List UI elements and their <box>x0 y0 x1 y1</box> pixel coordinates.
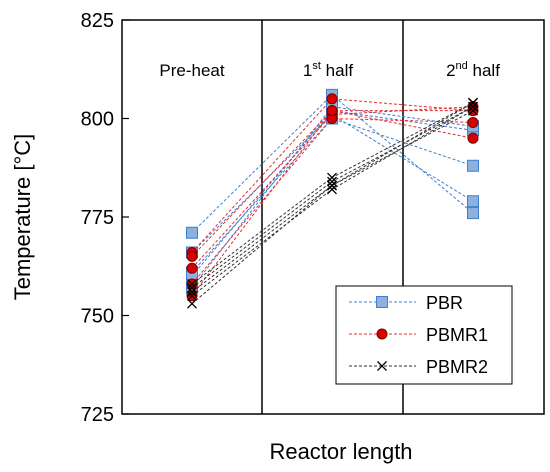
series-pbr-run-4 <box>191 110 474 277</box>
legend: PBR PBMR1 PBMR2 <box>335 285 513 385</box>
section-label-1: Pre-heat <box>159 61 224 80</box>
data-point-pbr-1-3 <box>467 207 479 220</box>
data-point-pbmr1-2-3 <box>467 132 479 144</box>
section-labels: Pre-heat 1st half 2nd half <box>159 60 500 80</box>
data-point-pbmr2-5-3 <box>468 97 478 108</box>
data-point-pbmr2-1-2-b <box>327 172 337 183</box>
data-point-pbmr1-1-2 <box>326 93 338 105</box>
data-point-pbmr2-2-1-b <box>187 282 197 293</box>
series-pbmr2-run-4 <box>191 106 474 297</box>
legend-box <box>335 285 513 385</box>
data-point-pbmr2-5-1 <box>187 298 197 309</box>
data-point-pbmr2-3-1-b <box>187 286 197 297</box>
series-pbmr1-run-4 <box>191 117 474 285</box>
y-tick-label-800: 800 <box>81 109 114 131</box>
series-pbmr2 <box>187 97 478 309</box>
legend-marker-pbr <box>376 296 388 308</box>
data-point-pbmr2-1-1 <box>187 279 197 289</box>
y-axis: 725 750 775 800 825 <box>81 10 129 426</box>
data-point-pbmr2-5-2-b <box>327 180 337 191</box>
data-point-pbmr2-2-2-b <box>327 176 337 187</box>
legend-item-pbmr2: PBMR2 <box>349 357 488 377</box>
data-point-pbmr2-3-1 <box>187 286 197 297</box>
y-tick-label-725: 725 <box>81 404 114 426</box>
series-pbmr2-run-5 <box>191 102 474 305</box>
data-point-pbmr2-4-1-b <box>187 290 197 301</box>
series-layer <box>186 88 479 309</box>
section-label-2: 1st half <box>303 60 353 80</box>
legend-item-pbr: PBR <box>349 293 463 313</box>
y-tick-label-750: 750 <box>81 306 114 328</box>
data-point-pbmr2-4-3 <box>468 101 478 112</box>
series-pbr-run-5 <box>191 106 474 289</box>
data-point-pbmr2-3-3 <box>468 105 478 116</box>
data-point-pbmr2-5-1-b <box>187 298 197 309</box>
data-point-pbr-3-3 <box>467 159 479 172</box>
legend-item-pbmr1: PBMR1 <box>349 325 488 345</box>
x-axis-label: Reactor length <box>269 439 412 464</box>
data-point-pbmr1-4-3 <box>467 116 479 128</box>
section-label-3: 2nd half <box>446 60 500 80</box>
series-pbr-run-3 <box>191 117 474 273</box>
legend-marker-pbmr1 <box>376 328 388 340</box>
series-pbr-run-2 <box>191 113 474 253</box>
legend-marker-pbmr2-b <box>377 361 387 371</box>
data-point-pbmr1-3-1 <box>186 262 198 274</box>
data-point-pbmr1-2-1 <box>186 250 198 262</box>
series-pbmr2-run-2 <box>191 106 474 289</box>
data-point-pbmr2-2-1 <box>187 282 197 293</box>
legend-label-pbr: PBR <box>426 293 463 313</box>
data-point-pbmr2-4-3-b <box>468 101 478 112</box>
legend-label-pbmr2: PBMR2 <box>426 357 488 377</box>
data-point-pbmr2-3-3-b <box>468 105 478 116</box>
data-point-pbmr2-2-2 <box>327 176 337 187</box>
data-point-pbmr1-5-2 <box>326 105 338 117</box>
data-point-pbmr2-4-2-b <box>327 184 337 195</box>
y-tick-label-775: 775 <box>81 207 114 229</box>
y-tick-label-825: 825 <box>81 10 114 32</box>
data-point-pbmr2-5-2 <box>327 180 337 191</box>
data-point-pbmr2-4-1 <box>187 290 197 301</box>
y-axis-label: Temperature [°C] <box>10 134 35 301</box>
data-point-pbr-1-1 <box>186 226 198 239</box>
data-point-pbr-2-3 <box>467 195 479 208</box>
legend-label-pbmr1: PBMR1 <box>426 325 488 345</box>
data-point-pbmr2-1-2 <box>327 172 337 183</box>
legend-marker-pbmr2 <box>377 361 387 371</box>
data-point-pbmr2-1-1-b <box>187 279 197 289</box>
data-point-pbmr2-5-3-b <box>468 97 478 108</box>
data-point-pbmr2-4-2 <box>327 184 337 195</box>
series-pbmr2-run-3 <box>191 110 474 293</box>
